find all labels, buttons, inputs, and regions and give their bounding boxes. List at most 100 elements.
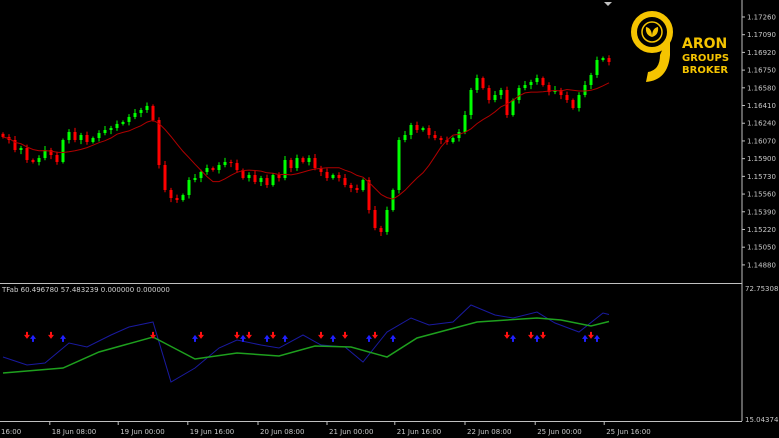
bull-candle: [523, 85, 527, 89]
bull-candle: [43, 150, 47, 159]
bull-candle: [91, 138, 95, 142]
sell-arrow-icon: [528, 331, 534, 339]
bull-candle: [601, 58, 605, 60]
bear-candle: [169, 190, 173, 199]
bear-candle: [367, 180, 371, 210]
indicator-green-line: [2, 317, 610, 374]
bear-candle: [343, 178, 347, 185]
bull-candle: [199, 171, 203, 179]
bull-candle: [37, 158, 41, 162]
bear-candle: [487, 88, 491, 100]
bull-candle: [475, 78, 479, 90]
bull-candle: [391, 190, 395, 210]
buy-arrow-icon: [192, 334, 198, 342]
buy-arrow-icon: [510, 334, 516, 342]
sell-arrow-icon: [540, 331, 546, 339]
bull-candle: [205, 168, 209, 172]
sell-arrow-icon: [342, 331, 348, 339]
price-tick-label: 1.15900: [747, 155, 776, 163]
buy-arrow-icon: [282, 334, 288, 342]
bear-candle: [439, 138, 443, 140]
bull-candle: [457, 131, 461, 139]
sell-arrow-icon: [48, 331, 54, 339]
price-tick-label: 1.15050: [747, 244, 776, 252]
bear-candle: [31, 160, 35, 162]
bear-candle: [433, 135, 437, 139]
bull-candle: [181, 195, 185, 200]
bear-candle: [301, 158, 305, 162]
bull-candle: [595, 60, 599, 75]
bull-candle: [499, 90, 503, 95]
bull-candle: [187, 180, 191, 195]
indicator-blue-line: [2, 304, 610, 383]
bull-candle: [223, 161, 227, 165]
bear-candle: [547, 85, 551, 92]
bull-candle: [127, 116, 131, 122]
chart-shift-marker: [604, 2, 612, 6]
bull-candle: [331, 175, 335, 179]
buy-arrow-icon: [60, 334, 66, 342]
bear-candle: [379, 228, 383, 232]
bear-candle: [289, 160, 293, 169]
bear-candle: [325, 171, 329, 179]
price-tick-label: 1.17090: [747, 31, 776, 39]
logo-line3: BROKER: [682, 65, 728, 76]
bull-candle: [79, 135, 83, 140]
bear-candle: [481, 78, 485, 89]
indicator-title: TFab 60.496780 57.483239 0.000000 0.0000…: [2, 286, 170, 294]
sell-arrow-icon: [198, 331, 204, 339]
price-tick-label: 1.16070: [747, 137, 776, 145]
bull-candle: [589, 75, 593, 85]
bull-candle: [271, 175, 275, 185]
bear-candle: [241, 170, 245, 179]
bear-candle: [235, 163, 239, 170]
sell-arrow-icon: [24, 331, 30, 339]
bear-candle: [25, 148, 29, 160]
bull-candle: [121, 121, 125, 124]
bear-candle: [253, 175, 257, 182]
time-tick-label: 19 Jun 16:00: [190, 428, 234, 436]
bear-candle: [415, 125, 419, 130]
price-tick-label: 1.16750: [747, 67, 776, 75]
bear-candle: [277, 175, 281, 179]
bull-candle: [463, 115, 467, 132]
bull-candle: [517, 88, 521, 100]
bull-candle: [397, 140, 401, 190]
bull-candle: [139, 110, 143, 114]
price-tick-label: 1.16580: [747, 84, 776, 92]
time-tick-label: 19 Jun 00:00: [120, 428, 164, 436]
bull-candle: [217, 165, 221, 170]
bear-candle: [163, 165, 167, 190]
sell-arrow-icon: [150, 331, 156, 339]
sell-arrow-icon: [588, 331, 594, 339]
aron-groups-logo: ARON GROUPS BROKER: [631, 11, 729, 82]
time-tick-label: 21 Jun 00:00: [329, 428, 373, 436]
price-tick-label: 1.17260: [747, 13, 776, 21]
bear-candle: [151, 105, 155, 120]
bull-candle: [409, 125, 413, 135]
bear-candle: [355, 188, 359, 190]
price-tick-label: 1.16920: [747, 49, 776, 57]
moving-average-line: [2, 82, 610, 200]
bear-candle: [505, 90, 509, 115]
bull-candle: [145, 105, 149, 110]
bull-candle: [103, 130, 107, 134]
bull-candle: [451, 138, 455, 142]
logo-line2: GROUPS: [682, 53, 729, 64]
bull-candle: [259, 178, 263, 182]
time-tick-label: 21 Jun 16:00: [397, 428, 441, 436]
bear-candle: [565, 95, 569, 100]
sell-arrow-icon: [270, 331, 276, 339]
bull-candle: [283, 160, 287, 179]
time-tick-label: 18 Jun 08:00: [52, 428, 96, 436]
bull-candle: [421, 128, 425, 130]
bear-candle: [175, 198, 179, 200]
buy-arrow-icon: [594, 334, 600, 342]
bull-candle: [115, 123, 119, 129]
bear-candle: [607, 58, 611, 62]
bull-candle: [493, 95, 497, 100]
